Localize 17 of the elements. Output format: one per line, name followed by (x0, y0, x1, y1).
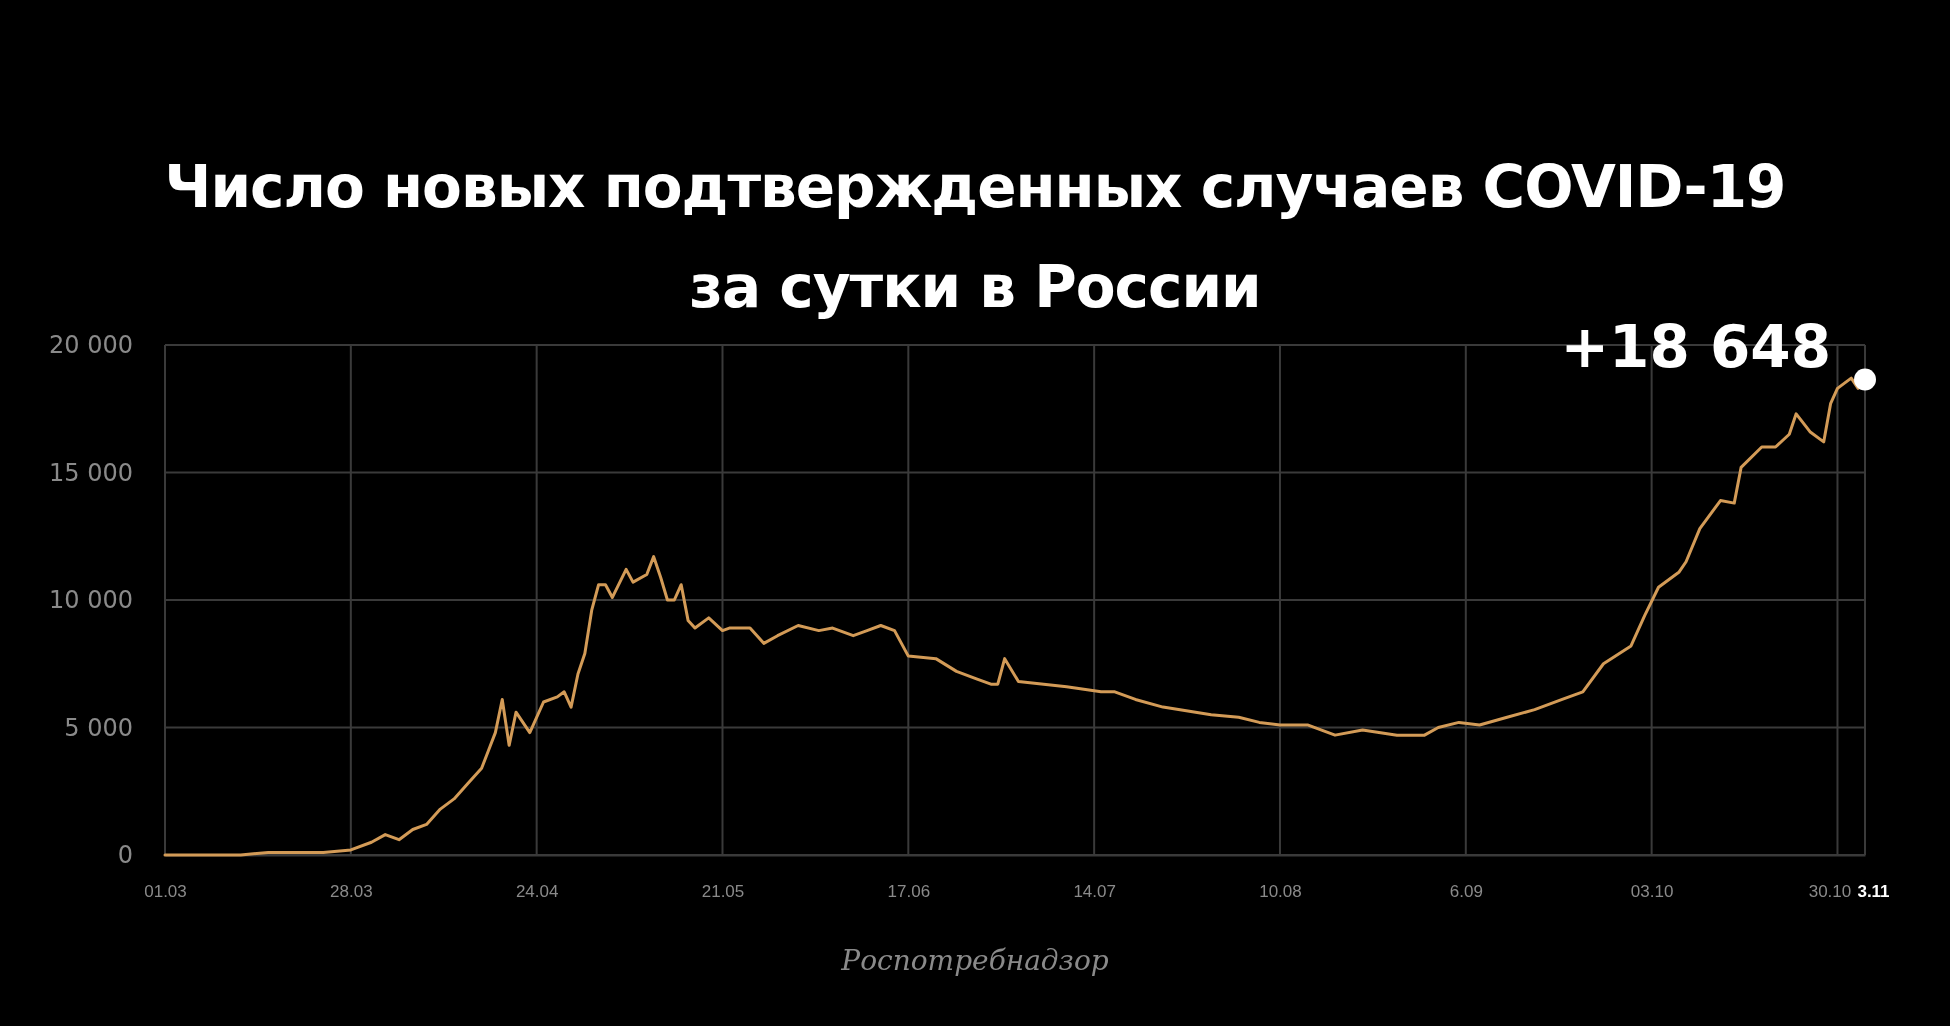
x-tick-label: 24.04 (515, 882, 559, 902)
x-tick-label: 28.03 (330, 882, 373, 902)
y-tick-label: 0 (117, 841, 133, 870)
text: Роспотребнадзор (840, 944, 1109, 977)
x-tick-label: 03.10 (1630, 882, 1674, 902)
x-tick-label: 14.07 (1073, 882, 1116, 902)
x-tick-label: 17.06 (887, 882, 931, 902)
x-tick-label: 6.09 (1449, 882, 1483, 902)
x-tick-label: 21.05 (701, 882, 745, 902)
y-tick-label: 10 000 (49, 586, 133, 615)
x-tick-label: 3.11 (1857, 882, 1890, 902)
y-tick-label: 15 000 (49, 458, 133, 487)
x-tick-label: 10.08 (1259, 882, 1302, 902)
x-tick-label: 01.03 (144, 882, 187, 902)
y-tick-label: 20 000 (49, 331, 133, 360)
x-tick-label: 30.10 (1808, 882, 1852, 902)
y-tick-label: 5 000 (64, 713, 133, 742)
